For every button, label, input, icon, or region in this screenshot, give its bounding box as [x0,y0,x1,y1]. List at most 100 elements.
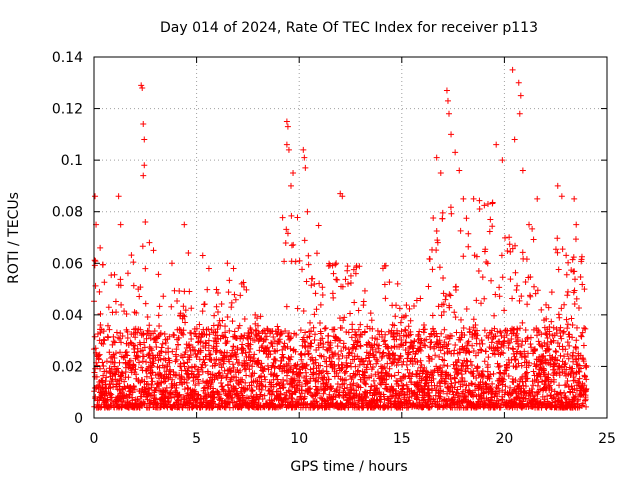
data-point [170,371,177,378]
data-point [156,322,163,329]
data-point [180,327,187,334]
data-point [100,336,107,343]
data-point [173,356,180,363]
data-point [91,333,98,340]
data-point [157,330,164,337]
data-point [182,319,189,326]
data-point [156,303,163,310]
data-point [146,404,153,411]
data-point [96,351,103,358]
data-point [136,293,143,300]
data-point [144,313,151,320]
data-point [164,363,171,370]
data-point [131,386,138,393]
data-point [118,339,125,346]
data-point [180,360,187,367]
data-point [133,309,140,316]
data-point [113,350,120,357]
data-point [95,356,102,363]
data-point [180,312,187,319]
data-point [106,349,113,356]
data-point [105,334,112,341]
data-point [91,257,98,264]
data-point [110,383,117,390]
data-point [123,311,130,318]
data-point [151,328,158,335]
y-tick-label: 0.08 [52,205,83,221]
data-point [140,353,147,360]
data-points [90,66,590,411]
data-point [155,312,162,319]
data-point [137,284,144,291]
y-axis-label: ROTI / TECUs [6,192,22,284]
data-point [111,271,118,278]
data-point [125,374,132,381]
data-point [161,331,168,338]
y-tick-label: 0.06 [52,256,83,272]
data-point [110,351,117,358]
data-point [111,339,118,346]
data-point [129,389,136,396]
data-point [124,328,131,335]
data-point [130,362,137,369]
data-point [183,379,190,386]
data-point [127,339,134,346]
data-point [132,325,139,332]
data-point [118,301,125,308]
data-point [117,282,124,289]
x-tick-label: 10 [290,431,308,447]
data-point [103,374,110,381]
data-point [97,365,104,372]
data-point [146,322,153,329]
data-point [99,359,106,366]
data-point [112,371,119,378]
data-point [143,373,150,380]
data-point [100,328,107,335]
data-point [94,396,101,403]
data-point [124,335,131,342]
data-point [149,378,156,385]
data-point [174,298,181,305]
data-point [93,373,100,380]
data-point [96,288,103,295]
data-point [139,243,146,250]
data-point [117,390,124,397]
data-point [162,387,169,394]
data-point [117,349,124,356]
data-point [130,259,137,266]
data-point [179,330,186,337]
data-point [143,358,150,365]
y-tick-label: 0.1 [61,153,83,169]
data-point [133,353,140,360]
data-point [140,331,147,338]
data-point [116,335,123,342]
data-point [158,344,165,351]
data-point [181,363,188,370]
data-point [139,358,146,365]
data-point [137,341,144,348]
data-point [148,375,155,382]
data-point [119,370,126,377]
data-point [103,358,110,365]
data-point [131,342,138,349]
data-point [128,252,135,259]
data-point [181,376,188,383]
data-point [110,338,117,345]
y-tick-label: 0.12 [52,102,83,118]
x-tick-label: 25 [598,431,616,447]
data-point [99,261,106,268]
data-point [173,351,180,358]
data-point [162,340,169,347]
data-point [163,403,170,410]
data-point [121,383,128,390]
data-point [117,276,124,283]
y-tick-label: 0 [74,411,83,427]
data-point [173,384,180,391]
data-point [179,354,186,361]
data-point [148,347,155,354]
x-tick-label: 0 [90,431,99,447]
data-point [122,351,129,358]
data-point [150,360,157,367]
data-point [175,341,182,348]
